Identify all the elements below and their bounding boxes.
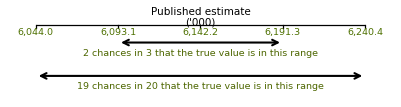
Text: 19 chances in 20 that the true value is in this range: 19 chances in 20 that the true value is … [77, 82, 323, 91]
Text: ('000): ('000) [185, 17, 215, 27]
Text: Published estimate: Published estimate [150, 7, 250, 17]
Text: 6,240.4: 6,240.4 [346, 28, 382, 37]
Text: 6,191.3: 6,191.3 [264, 28, 300, 37]
Text: 6,044.0: 6,044.0 [18, 28, 54, 37]
Text: 2 chances in 3 that the true value is in this range: 2 chances in 3 that the true value is in… [83, 49, 317, 58]
Text: 6,093.1: 6,093.1 [100, 28, 136, 37]
Text: 6,142.2: 6,142.2 [182, 28, 218, 37]
